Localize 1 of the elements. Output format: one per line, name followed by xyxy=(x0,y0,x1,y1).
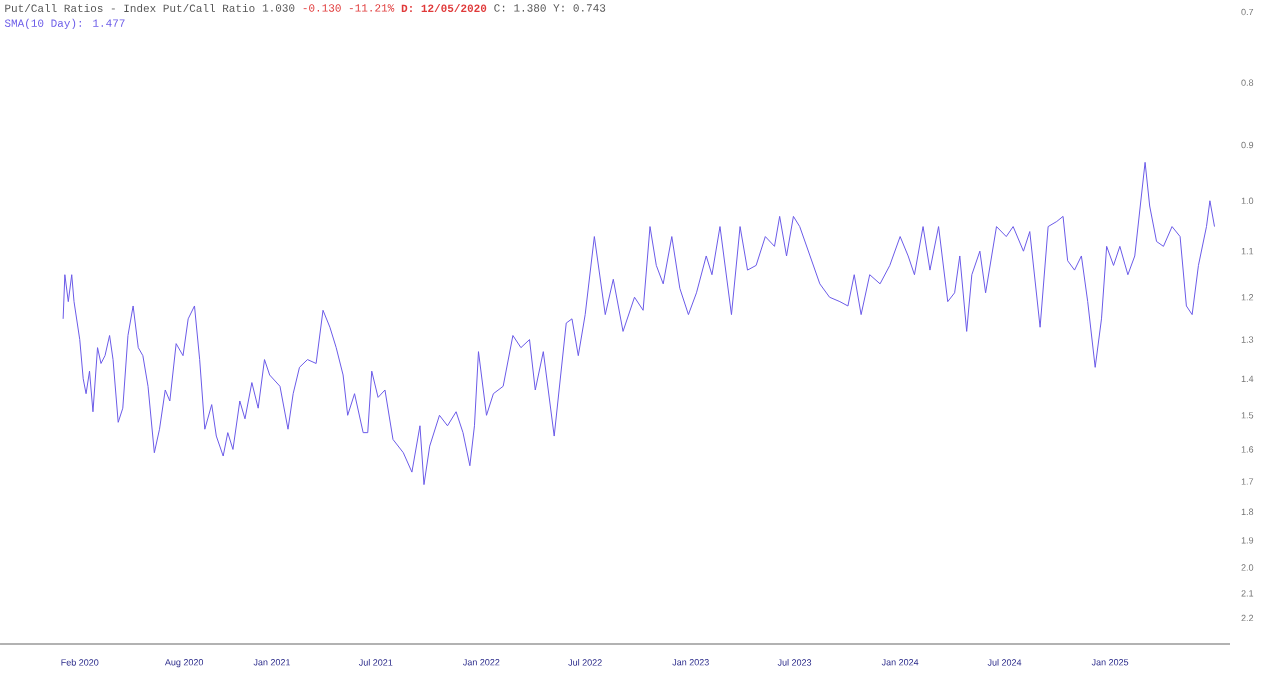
line-series xyxy=(62,161,1215,486)
